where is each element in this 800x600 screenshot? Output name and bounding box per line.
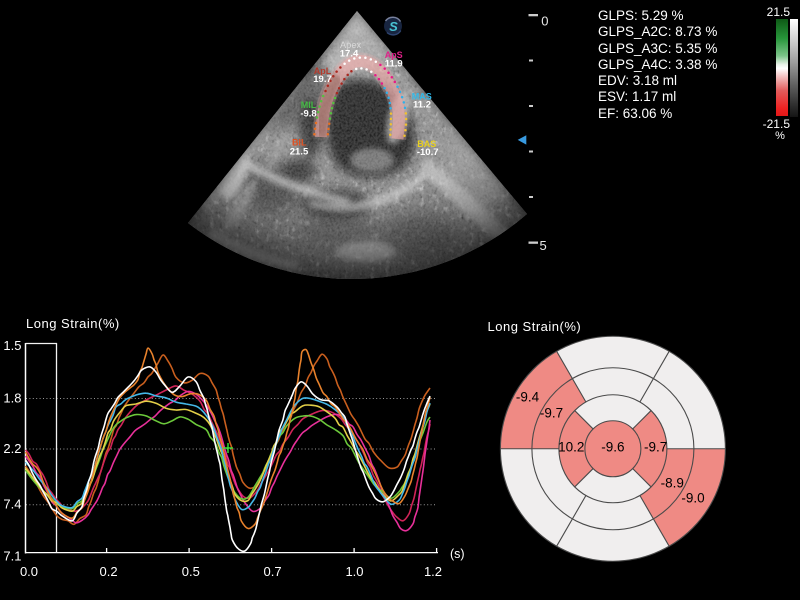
svg-text:11.9: 11.9 [385, 59, 403, 70]
svg-text:Long Strain(%): Long Strain(%) [488, 319, 582, 334]
svg-text:-10.7: -10.7 [417, 147, 439, 158]
svg-text:Long Strain(%): Long Strain(%) [26, 316, 120, 331]
svg-text:BAS: BAS [417, 139, 436, 149]
svg-text:S: S [389, 19, 398, 34]
svg-text:5: 5 [540, 238, 547, 253]
svg-text:2.2: 2.2 [3, 441, 21, 456]
svg-text:0: 0 [541, 14, 548, 29]
svg-text:0.7: 0.7 [264, 564, 282, 579]
svg-text:-9.6: -9.6 [601, 439, 624, 454]
svg-text:7.1: 7.1 [3, 549, 21, 564]
svg-text:21.5: 21.5 [290, 147, 309, 158]
svg-text:BIL: BIL [292, 138, 307, 148]
svg-text:1.5: 1.5 [3, 338, 21, 353]
svg-text:1.0: 1.0 [345, 564, 363, 579]
svg-text:0.2: 0.2 [100, 564, 118, 579]
svg-text:1.8: 1.8 [3, 391, 21, 406]
svg-text:19.7: 19.7 [313, 74, 332, 85]
svg-text:-9.7: -9.7 [540, 405, 563, 420]
svg-text:0.5: 0.5 [182, 564, 200, 579]
svg-text:11.2: 11.2 [413, 100, 431, 111]
svg-text:-9.0: -9.0 [681, 490, 704, 505]
svg-text:-9.7: -9.7 [644, 439, 667, 454]
svg-text:-9.8: -9.8 [300, 108, 316, 119]
svg-text:10.2: 10.2 [558, 439, 584, 454]
svg-text:MAS: MAS [412, 92, 432, 102]
svg-text:ApL: ApL [314, 66, 332, 76]
svg-text:1.2: 1.2 [424, 564, 442, 579]
svg-text:MIL: MIL [301, 100, 317, 110]
svg-text:-8.9: -8.9 [661, 476, 684, 491]
svg-text:17.4: 17.4 [340, 49, 359, 60]
svg-text:Apex: Apex [340, 40, 362, 50]
svg-text:0.0: 0.0 [20, 564, 38, 579]
svg-text:ApS: ApS [385, 50, 403, 60]
svg-text:7.4: 7.4 [3, 497, 21, 512]
svg-text:(s): (s) [450, 547, 465, 561]
svg-text:-9.4: -9.4 [516, 389, 540, 404]
